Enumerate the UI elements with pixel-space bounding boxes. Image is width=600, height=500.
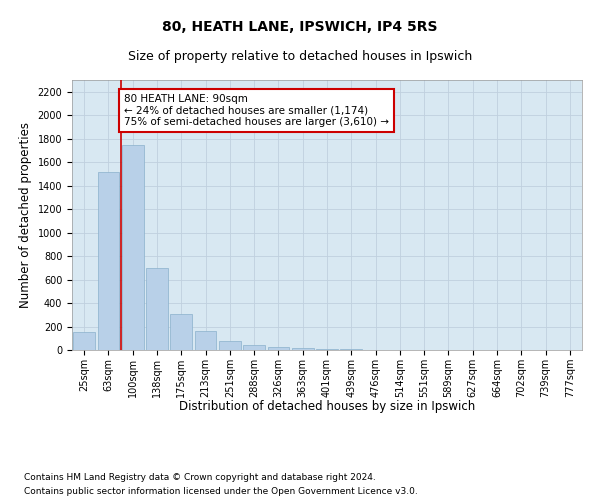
Bar [97,172,119,350]
Bar [219,340,241,350]
Bar [146,268,168,350]
Bar [268,347,289,350]
Bar [316,349,338,350]
Text: 80 HEATH LANE: 90sqm
← 24% of detached houses are smaller (1,174)
75% of semi-de: 80 HEATH LANE: 90sqm ← 24% of detached h… [124,94,389,128]
Text: Contains HM Land Registry data © Crown copyright and database right 2024.: Contains HM Land Registry data © Crown c… [24,472,376,482]
Bar [73,332,95,350]
Text: 80, HEATH LANE, IPSWICH, IP4 5RS: 80, HEATH LANE, IPSWICH, IP4 5RS [162,20,438,34]
Y-axis label: Number of detached properties: Number of detached properties [19,122,32,308]
Bar [170,314,192,350]
Bar [122,144,143,350]
Text: Contains public sector information licensed under the Open Government Licence v3: Contains public sector information licen… [24,488,418,496]
Bar [194,331,217,350]
Text: Size of property relative to detached houses in Ipswich: Size of property relative to detached ho… [128,50,472,63]
X-axis label: Distribution of detached houses by size in Ipswich: Distribution of detached houses by size … [179,400,475,413]
Bar [292,348,314,350]
Bar [243,344,265,350]
